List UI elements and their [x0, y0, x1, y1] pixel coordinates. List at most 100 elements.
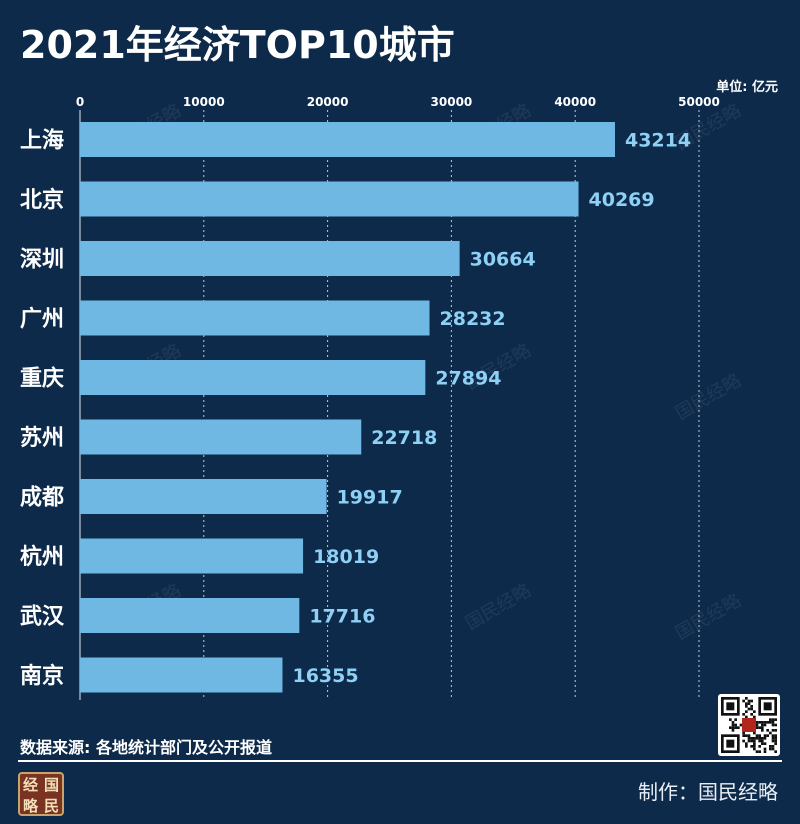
qr-module	[742, 713, 745, 716]
qr-module	[771, 734, 775, 737]
qr-module	[771, 718, 775, 721]
qr-module	[753, 710, 756, 713]
qr-module	[758, 739, 761, 743]
x-tick-label: 0	[76, 95, 84, 109]
qr-module	[737, 726, 740, 729]
value-label: 16355	[292, 665, 358, 687]
qr-module	[769, 745, 772, 748]
qr-module	[755, 737, 759, 740]
bar	[80, 241, 460, 276]
qr-module	[763, 742, 767, 745]
qr-module	[729, 726, 732, 729]
qr-module	[771, 737, 775, 740]
qr-module	[745, 697, 748, 700]
qr-module	[774, 737, 777, 740]
qr-module	[747, 707, 751, 711]
qr-module	[769, 718, 772, 721]
value-label: 28232	[440, 308, 506, 330]
qr-module	[729, 718, 732, 721]
qr-module	[758, 745, 761, 748]
qr-module	[763, 750, 767, 753]
qr-module	[739, 723, 743, 727]
qr-module	[761, 721, 764, 724]
qr-module	[745, 710, 748, 713]
qr-module	[755, 721, 759, 724]
qr-module	[753, 737, 756, 740]
category-label: 南京	[20, 663, 64, 689]
category-label: 杭州	[20, 544, 64, 570]
qr-module	[763, 702, 772, 711]
qr-module	[747, 702, 751, 705]
category-label: 武汉	[20, 605, 65, 630]
bar	[80, 419, 362, 455]
qr-module	[750, 739, 753, 743]
qr-module	[742, 718, 756, 732]
qr-module	[769, 747, 772, 751]
x-tick-label: 40000	[554, 95, 596, 109]
qr-module	[726, 739, 735, 748]
value-label: 22718	[371, 427, 437, 449]
bar-chart: 国民经略国民经略国民经略国民经略国民经略国民经略国民经略国民经略国民经略0100…	[20, 95, 745, 700]
qr-module	[774, 750, 777, 753]
qr-module	[745, 705, 748, 708]
bar	[80, 657, 283, 693]
qr-module	[753, 715, 756, 719]
qr-module	[750, 713, 753, 716]
bar	[80, 479, 327, 514]
value-label: 18019	[313, 546, 379, 568]
qr-module	[761, 739, 764, 743]
qr-module	[761, 742, 764, 745]
qr-module	[747, 737, 751, 740]
qr-module	[750, 737, 753, 740]
qr-module	[750, 705, 753, 708]
qr-module	[763, 723, 767, 727]
qr-module	[769, 731, 772, 735]
qr-module	[734, 718, 737, 721]
qr-module	[766, 721, 769, 724]
data-source: 数据来源: 各地统计部门及公开报道	[20, 738, 272, 757]
credit-text: 制作：国民经略	[638, 780, 778, 804]
qr-code	[718, 694, 780, 756]
qr-module	[745, 715, 748, 719]
category-label: 苏州	[20, 425, 64, 451]
category-label: 广州	[20, 306, 64, 332]
logo-char: 略	[22, 797, 38, 815]
qr-module	[753, 747, 756, 751]
qr-module	[742, 739, 745, 743]
category-label: 深圳	[20, 248, 64, 273]
qr-module	[753, 742, 756, 745]
qr-module	[750, 745, 753, 748]
qr-module	[755, 750, 759, 753]
qr-module	[763, 747, 767, 751]
qr-module	[771, 745, 775, 748]
qr-module	[750, 707, 753, 711]
qr-module	[761, 726, 764, 729]
brand-logo: 经 国 略 民	[18, 772, 64, 816]
x-tick-label: 20000	[307, 95, 349, 109]
qr-module	[771, 739, 775, 743]
qr-module	[771, 747, 775, 751]
value-label: 30664	[470, 249, 536, 271]
watermark-text: 国民经略	[672, 370, 745, 424]
qr-module	[745, 702, 748, 705]
qr-module	[755, 726, 759, 729]
qr-module	[758, 721, 761, 724]
qr-module	[753, 745, 756, 748]
value-label: 17716	[309, 606, 375, 628]
qr-module	[758, 726, 761, 729]
qr-module	[731, 721, 735, 724]
qr-module	[774, 729, 777, 732]
footer-divider	[18, 760, 782, 762]
bar	[80, 181, 579, 217]
bar	[80, 300, 430, 336]
qr-module	[758, 737, 761, 740]
bar	[80, 538, 304, 574]
qr-module	[750, 699, 753, 703]
qr-module	[747, 739, 751, 743]
qr-module	[734, 723, 737, 727]
category-label: 重庆	[20, 366, 64, 392]
qr-module	[742, 731, 745, 735]
qr-module	[774, 718, 777, 721]
qr-module	[761, 737, 764, 740]
qr-module	[731, 726, 735, 729]
